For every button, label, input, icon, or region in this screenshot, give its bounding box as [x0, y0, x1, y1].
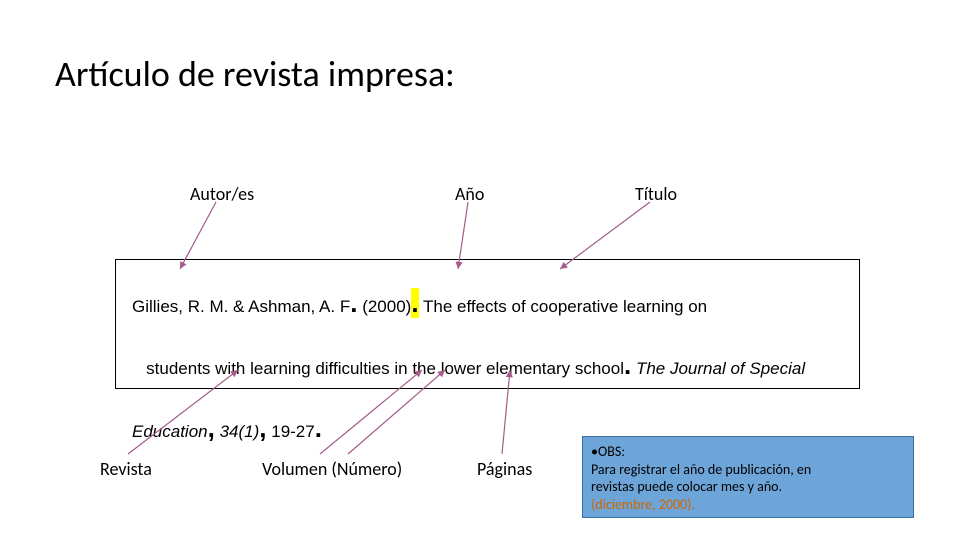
- citation-comma-2: ,: [259, 413, 266, 443]
- citation-title-part2: students with learning difficulties in t…: [146, 359, 624, 378]
- label-ano: Año: [455, 183, 484, 205]
- citation-year: (2000): [357, 297, 411, 316]
- label-autor: Autor/es: [190, 183, 254, 205]
- citation-comma-1: ,: [208, 413, 215, 443]
- obs-line3: (diciembre, 2000).: [591, 496, 695, 513]
- citation-authors: Gillies, R. M. & Ashman, A. F: [132, 297, 350, 316]
- citation-volume: 34(1): [215, 422, 259, 441]
- citation-period-2: .: [411, 288, 418, 318]
- label-titulo: Título: [635, 183, 677, 205]
- citation-period-4: .: [315, 413, 322, 443]
- bullet-icon: •: [591, 443, 598, 460]
- label-volumen: Volumen (Número): [262, 458, 402, 480]
- page-title: Artículo de revista impresa:: [55, 52, 455, 96]
- citation-box: Gillies, R. M. & Ashman, A. F. (2000). T…: [115, 259, 860, 389]
- citation-pages: 19-27: [267, 422, 315, 441]
- citation-title-part1: The effects of cooperative learning on: [419, 297, 708, 316]
- obs-line1: Para registrar el año de publicación, en: [591, 461, 811, 478]
- obs-line2: revistas puede colocar mes y año.: [591, 478, 782, 495]
- label-revista: Revista: [100, 458, 152, 480]
- obs-box: •OBS: Para registrar el año de publicaci…: [582, 436, 914, 518]
- label-paginas: Páginas: [477, 458, 532, 480]
- obs-heading: OBS:: [598, 443, 625, 460]
